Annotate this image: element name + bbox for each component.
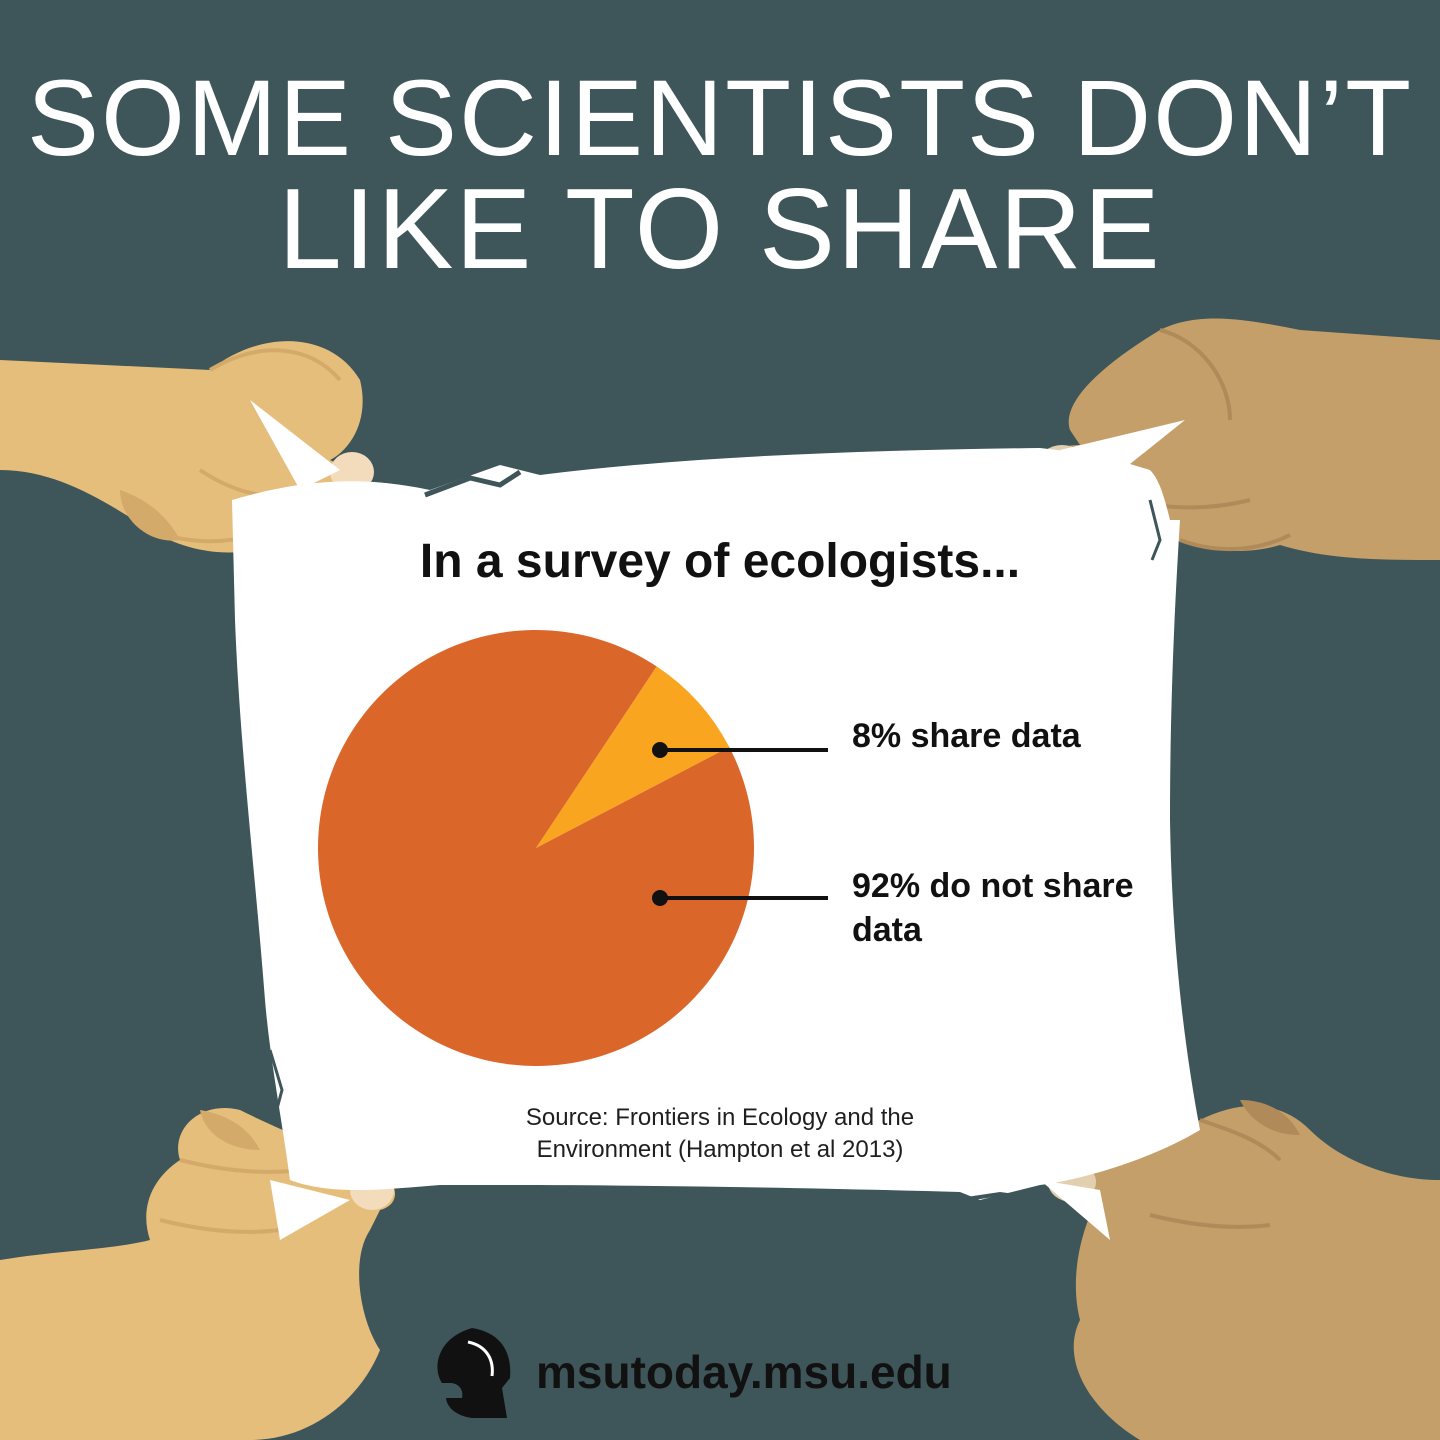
source-line-1: Source: Frontiers in Ecology and the bbox=[525, 1104, 915, 1131]
spartan-helmet-logo bbox=[437, 1328, 511, 1418]
source-citation: Source: Frontiers in Ecology and the Env… bbox=[0, 1102, 1440, 1166]
legend-label-share: 8% share data bbox=[852, 717, 1081, 755]
hand-bottom-right bbox=[1040, 1100, 1440, 1440]
leader-share bbox=[652, 742, 828, 758]
legend-label-noshare: 92% do not share data bbox=[852, 867, 1134, 949]
pie-chart bbox=[318, 630, 754, 1066]
pie-slice-share bbox=[536, 666, 730, 848]
pie-slice-noshare bbox=[318, 630, 754, 1066]
headline-line-1: SOME SCIENTISTS DON’T bbox=[26, 57, 1414, 178]
chart-title: In a survey of ecologists... bbox=[419, 535, 1021, 588]
source-line-2: Environment (Hampton et al 2013) bbox=[536, 1136, 904, 1163]
leader-noshare bbox=[652, 890, 828, 906]
headline-line-2: LIKE TO SHARE bbox=[278, 166, 1162, 293]
footer-url-link[interactable]: msutoday.msu.edu bbox=[536, 1346, 952, 1398]
